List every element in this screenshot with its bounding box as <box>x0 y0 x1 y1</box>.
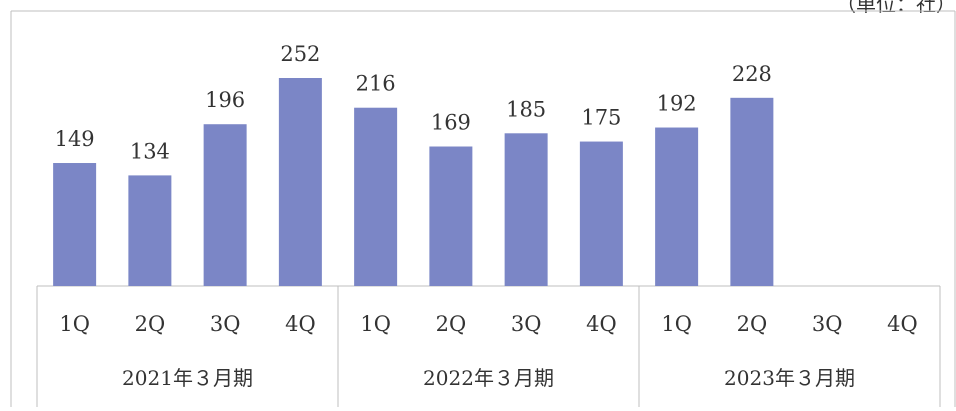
value-labels-group: 149 134 196 252 216 169 185 175 192 228 <box>55 42 772 163</box>
bar-3 <box>203 124 247 286</box>
value-label-8: 175 <box>581 106 621 130</box>
bar-10 <box>730 97 774 286</box>
bar-2 <box>128 175 172 286</box>
category-label-9: 1Q <box>661 312 692 336</box>
unit-label: （単位：社） <box>836 0 956 16</box>
category-label-2: 2Q <box>135 312 166 336</box>
value-label-10: 228 <box>732 62 772 86</box>
bars-group <box>53 78 774 287</box>
category-axis: 1Q 2Q 3Q 4Q 1Q 2Q 3Q 4Q 1Q 2Q 3Q 4Q 2021年３月期 2022年３月期… <box>59 312 917 390</box>
value-label-6: 169 <box>431 111 471 135</box>
value-label-7: 185 <box>506 97 546 121</box>
category-label-3: 3Q <box>210 312 241 336</box>
value-label-5: 216 <box>356 72 396 96</box>
group-label-1: 2021年３月期 <box>122 366 253 390</box>
bar-6 <box>429 146 473 286</box>
category-label-4: 4Q <box>285 312 316 336</box>
category-label-7: 3Q <box>511 312 542 336</box>
value-label-4: 252 <box>280 42 320 66</box>
bar-8 <box>579 141 623 286</box>
category-label-8: 4Q <box>586 312 617 336</box>
bar-7 <box>504 133 548 286</box>
category-label-11: 3Q <box>812 312 843 336</box>
category-label-12: 4Q <box>887 312 918 336</box>
bar-4 <box>278 78 322 286</box>
value-label-2: 134 <box>130 139 170 163</box>
value-label-9: 192 <box>657 92 697 116</box>
group-label-2: 2022年３月期 <box>423 366 554 390</box>
value-label-1: 149 <box>55 127 95 151</box>
value-label-3: 196 <box>205 88 245 112</box>
bar-9 <box>655 127 699 287</box>
bar-5 <box>354 107 398 286</box>
category-label-10: 2Q <box>737 312 768 336</box>
plot-frame <box>10 10 956 407</box>
group-label-3: 2023年３月期 <box>724 366 855 390</box>
bar-1 <box>53 163 97 286</box>
category-label-6: 2Q <box>436 312 467 336</box>
category-label-1: 1Q <box>59 312 90 336</box>
category-label-5: 1Q <box>360 312 391 336</box>
